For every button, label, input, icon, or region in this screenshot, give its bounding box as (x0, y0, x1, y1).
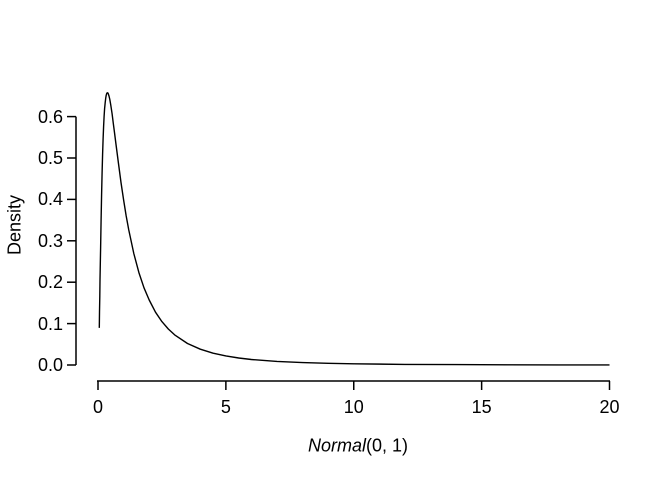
x-axis-title-distribution-name: Normal (307, 435, 366, 456)
lognormal-density-curve (98, 92, 610, 366)
x-axis-title: Normal(0, 1) (308, 436, 408, 457)
y-tick-label-0.1: 0.1 (37, 313, 63, 334)
y-tick-label-0.4: 0.4 (37, 189, 63, 210)
y-tick-label-0.0: 0.0 (37, 355, 63, 375)
y-tick-label-0.5: 0.5 (37, 148, 63, 168)
y-tick-label-0.2: 0.2 (37, 272, 63, 293)
x-tick-label-0: 0 (92, 397, 103, 417)
x-tick-label-5: 5 (220, 397, 231, 417)
y-tick-label-0.3: 0.3 (37, 230, 63, 251)
x-tick-label-15: 15 (471, 397, 492, 417)
y-tick-label-0.6: 0.6 (37, 106, 63, 127)
x-tick-label-10: 10 (343, 397, 364, 417)
x-tick-label-20: 20 (599, 397, 620, 417)
x-axis-title-parameters: (0, 1) (366, 435, 409, 456)
